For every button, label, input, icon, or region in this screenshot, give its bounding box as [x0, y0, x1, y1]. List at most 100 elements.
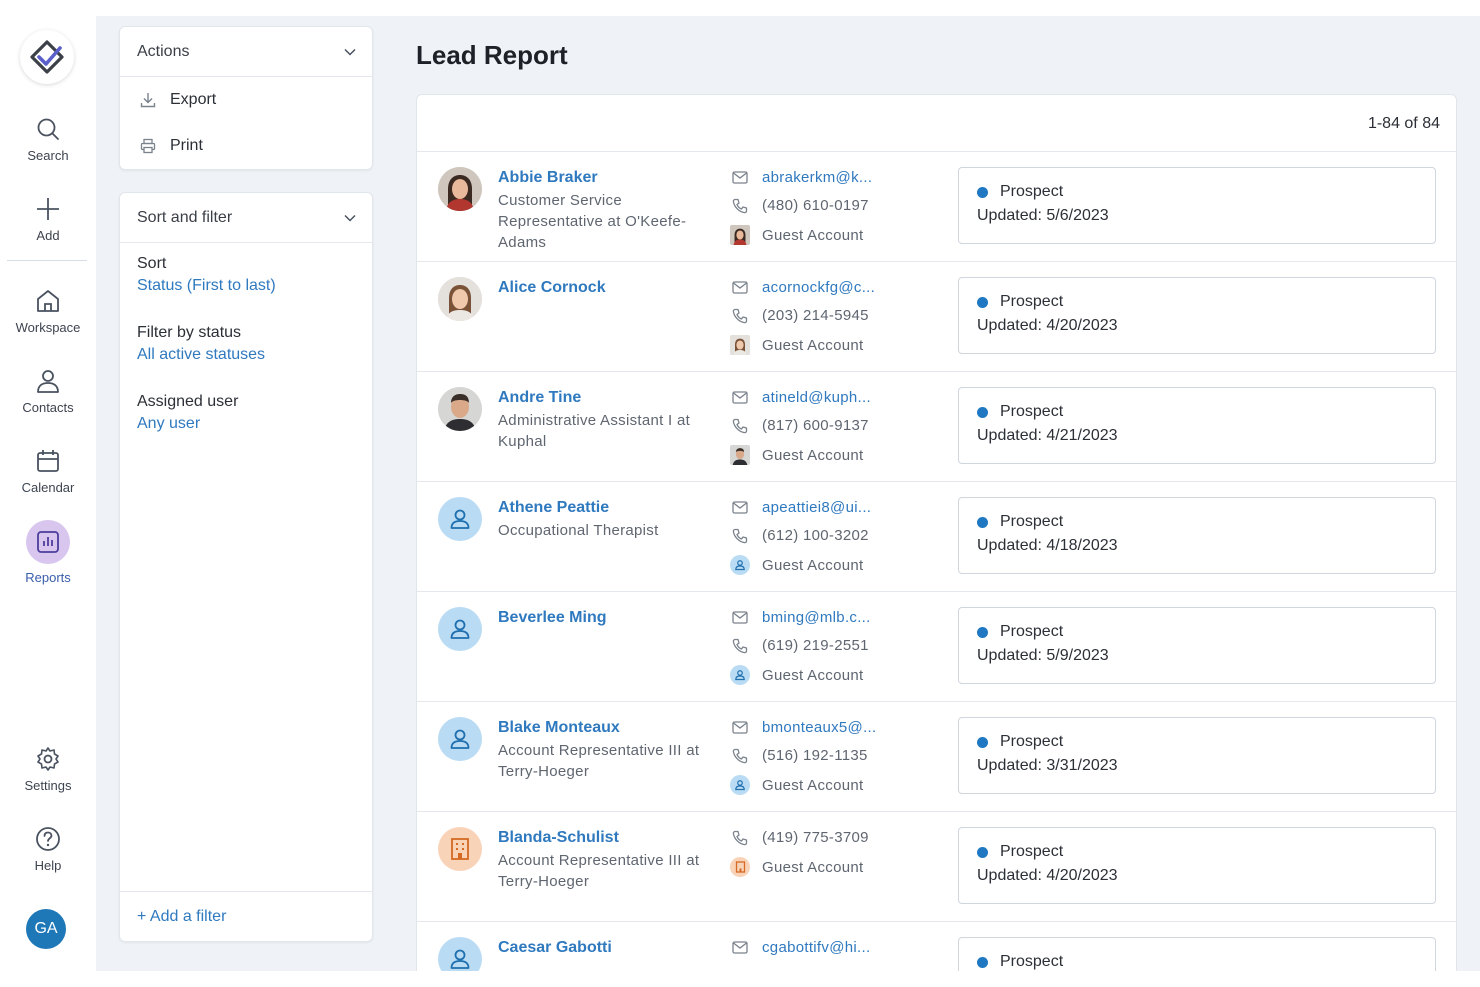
mail-icon — [729, 281, 751, 294]
status-dot — [977, 516, 988, 528]
phone-icon — [729, 418, 751, 434]
mail-icon — [729, 721, 751, 734]
phone-link[interactable]: (480) 610-0197 — [729, 197, 869, 214]
mail-icon — [729, 501, 751, 514]
building-icon[interactable] — [438, 827, 482, 871]
mail-icon — [729, 391, 751, 404]
status-box[interactable]: Prospect — [958, 937, 1436, 971]
sort-value-link[interactable]: Status (First to last) — [137, 277, 276, 294]
lead-row[interactable]: Athene Peattie Occupational Therapist apea… — [417, 481, 1456, 591]
status-dot — [977, 956, 988, 968]
person-icon — [37, 370, 59, 393]
nav-add[interactable]: Add — [0, 196, 96, 243]
nav-calendar[interactable]: Calendar — [0, 448, 96, 495]
phone-link[interactable]: (203) 214-5945 — [729, 307, 869, 324]
email-link[interactable]: bmonteaux5@... — [729, 719, 877, 736]
phone-link-text: (619) 219-2551 — [762, 637, 869, 654]
contact-photo[interactable] — [438, 387, 482, 431]
contact-name-link[interactable]: Athene Peattie — [498, 499, 610, 516]
reports-active-bubble — [26, 520, 70, 564]
lead-row[interactable]: Blanda-Schulist Account Representative II… — [417, 811, 1456, 921]
contact-name-link[interactable]: Beverlee Ming — [498, 609, 607, 626]
account-avatar — [729, 225, 751, 245]
person-icon[interactable] — [438, 937, 482, 971]
lead-row[interactable]: Caesar Gabotti cgabottifv@hi... Prospect — [417, 921, 1456, 971]
nav-search[interactable]: Search — [0, 116, 96, 163]
nav-workspace[interactable]: Workspace — [0, 288, 96, 335]
phone-link[interactable]: (612) 100-3202 — [729, 527, 869, 544]
phone-link-text: (817) 600-9137 — [762, 417, 869, 434]
phone-link[interactable]: (516) 192-1135 — [729, 747, 868, 764]
email-link-text: cgabottifv@hi... — [762, 939, 871, 956]
search-icon — [37, 118, 59, 140]
email-link[interactable]: abrakerkm@k... — [729, 169, 872, 186]
email-link[interactable]: bming@mlb.c... — [729, 609, 871, 626]
person-icon[interactable] — [438, 607, 482, 651]
print-button[interactable]: Print — [120, 123, 372, 169]
actions-header[interactable]: Actions — [120, 27, 372, 77]
status-box[interactable]: Prospect Updated: 4/20/2023 — [958, 827, 1436, 904]
actions-title: Actions — [137, 42, 190, 60]
status-label: Prospect — [1000, 733, 1064, 750]
phone-link[interactable]: (419) 775-3709 — [729, 829, 869, 846]
account-label-text: Guest Account — [762, 776, 864, 794]
status-box[interactable]: Prospect Updated: 4/18/2023 — [958, 497, 1436, 574]
contact-name-link[interactable]: Alice Cornock — [498, 279, 606, 296]
lead-row[interactable]: Blake Monteaux Account Representative III… — [417, 701, 1456, 811]
status-box[interactable]: Prospect Updated: 5/9/2023 — [958, 607, 1436, 684]
user-avatar[interactable]: GA — [26, 909, 66, 949]
lead-row[interactable]: Andre Tine Administrative Assistant I at … — [417, 371, 1456, 481]
lead-row[interactable]: Alice Cornock acornockfg@c... (203) 214-59… — [417, 261, 1456, 371]
status-dot — [977, 626, 988, 638]
print-label: Print — [170, 137, 203, 154]
phone-icon — [729, 528, 751, 544]
contact-photo[interactable] — [438, 277, 482, 321]
status-box[interactable]: Prospect Updated: 3/31/2023 — [958, 717, 1436, 794]
contact-name-link[interactable]: Andre Tine — [498, 389, 582, 406]
phone-link[interactable]: (817) 600-9137 — [729, 417, 869, 434]
contact-name-link[interactable]: Blanda-Schulist — [498, 829, 619, 846]
email-link[interactable]: acornockfg@c... — [729, 279, 875, 296]
mail-icon — [729, 611, 751, 624]
status-box[interactable]: Prospect Updated: 4/20/2023 — [958, 277, 1436, 354]
account-label-text: Guest Account — [762, 666, 864, 684]
status-box[interactable]: Prospect Updated: 5/6/2023 — [958, 167, 1436, 244]
status-box[interactable]: Prospect Updated: 4/21/2023 — [958, 387, 1436, 464]
lead-row[interactable]: Abbie Braker Customer Service Representat… — [417, 151, 1456, 261]
result-count: 1-84 of 84 — [1367, 115, 1440, 132]
email-link[interactable]: atineld@kuph... — [729, 389, 871, 406]
add-filter-button[interactable]: + Add a filter — [120, 891, 372, 941]
email-link[interactable]: cgabottifv@hi... — [729, 939, 870, 956]
phone-link[interactable]: (619) 219-2551 — [729, 637, 869, 654]
sort-filter-header[interactable]: Sort and filter — [120, 193, 372, 243]
person-icon[interactable] — [438, 497, 482, 541]
export-label: Export — [170, 91, 217, 108]
person-icon[interactable] — [438, 717, 482, 761]
status-filter-link[interactable]: All active statuses — [137, 346, 266, 363]
contact-name-link[interactable]: Blake Monteaux — [498, 719, 620, 736]
phone-icon — [729, 748, 751, 764]
person-icon — [730, 775, 750, 795]
nav-settings[interactable]: Settings — [0, 746, 96, 793]
contact-name-link[interactable]: Caesar Gabotti — [498, 939, 612, 956]
app-logo[interactable] — [20, 30, 74, 84]
home-icon — [37, 290, 59, 312]
email-link[interactable]: apeattiei8@ui... — [729, 499, 871, 516]
contact-photo[interactable] — [438, 167, 482, 211]
nav-divider — [7, 260, 87, 261]
plus-icon — [37, 198, 59, 220]
nav-reports[interactable]: Reports — [0, 520, 96, 585]
lead-row[interactable]: Beverlee Ming bming@mlb.c... (619) 219-255… — [417, 591, 1456, 701]
account-label: Guest Account — [729, 857, 863, 877]
nav-workspace-label: Workspace — [15, 320, 81, 335]
status-dot — [977, 736, 988, 748]
phone-link-text: (612) 100-3202 — [762, 527, 869, 544]
sort-filter-panel: Sort and filter Sort Status (First to la… — [119, 192, 373, 942]
contact-name-link[interactable]: Abbie Braker — [498, 169, 598, 186]
account-avatar — [729, 445, 751, 465]
nav-help[interactable]: Help — [0, 826, 96, 873]
user-filter-link[interactable]: Any user — [137, 415, 201, 432]
export-button[interactable]: Export — [120, 77, 372, 123]
email-link-text: bming@mlb.c... — [762, 609, 871, 626]
nav-contacts[interactable]: Contacts — [0, 368, 96, 415]
